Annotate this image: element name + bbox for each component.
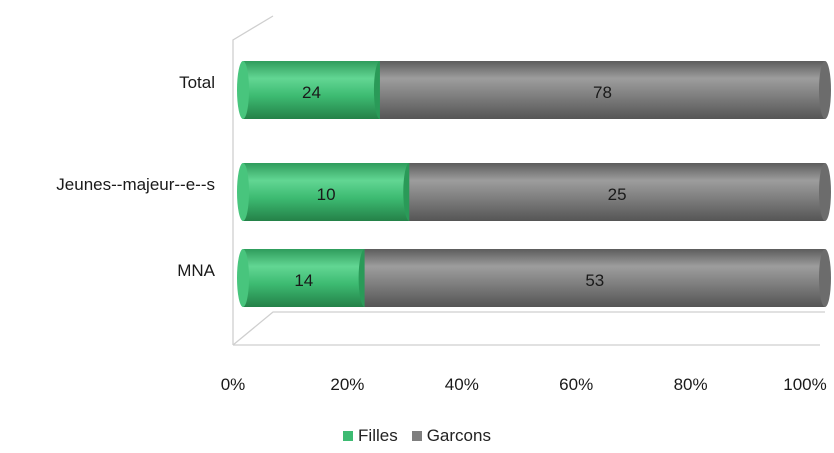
back-wall-edge <box>232 15 274 345</box>
x-tick-label: 80% <box>674 375 708 394</box>
bar-start-cap-1 <box>237 163 249 221</box>
bar-filles-2 <box>243 249 365 307</box>
bars <box>237 61 831 307</box>
value-label-filles-2: 14 <box>294 271 313 290</box>
bar-cap-garcons-2 <box>819 249 831 307</box>
x-tick-label: 0% <box>221 375 246 394</box>
legend-item: Garcons <box>411 426 491 446</box>
value-label-filles-1: 10 <box>317 185 336 204</box>
bar-garcons-0 <box>379 61 825 119</box>
labels: 24 78 Total 10 25 Jeunes--majeur--e--s 14 53 MNA… <box>56 73 826 394</box>
legend: Filles Garcons <box>0 426 834 446</box>
bar-cap-garcons-1 <box>819 163 831 221</box>
value-label-garcons-1: 25 <box>608 185 627 204</box>
x-tick-label: 60% <box>559 375 593 394</box>
bar-start-cap-2 <box>237 249 249 307</box>
legend-swatch <box>411 431 422 441</box>
legend-item: Filles <box>343 426 398 446</box>
category-label: Jeunes--majeur--e--s <box>56 175 215 194</box>
value-label-garcons-0: 78 <box>593 83 612 102</box>
category-label: MNA <box>177 261 215 280</box>
bar-filles-0 <box>243 61 380 119</box>
bar-cap-garcons-0 <box>819 61 831 119</box>
floor-back-edge <box>232 311 825 346</box>
plot-frame <box>232 15 825 346</box>
x-tick-label: 100% <box>783 375 826 394</box>
value-label-garcons-2: 53 <box>585 271 604 290</box>
value-label-filles-0: 24 <box>302 83 321 102</box>
x-tick-label: 40% <box>445 375 479 394</box>
bar-garcons-2 <box>364 249 825 307</box>
bar-filles-1 <box>243 163 410 221</box>
bar-garcons-1 <box>409 163 825 221</box>
category-label: Total <box>179 73 215 92</box>
legend-label: Garcons <box>426 426 491 445</box>
bar-start-cap-0 <box>237 61 249 119</box>
legend-swatch <box>343 431 354 441</box>
legend-label: Filles <box>358 426 398 445</box>
x-tick-label: 20% <box>330 375 364 394</box>
